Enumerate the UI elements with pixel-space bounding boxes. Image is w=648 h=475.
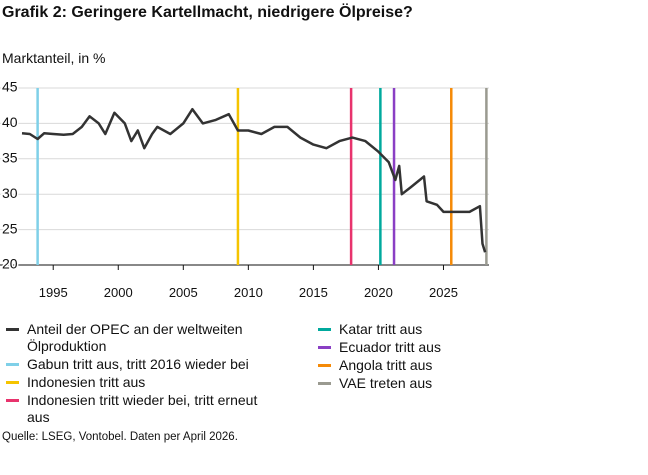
legend-swatch xyxy=(318,328,331,331)
y-tick-label: 20 xyxy=(2,256,18,272)
x-tick-label: 2010 xyxy=(234,285,263,300)
legend-label: Anteil der OPEC an der weltweiten Ölprod… xyxy=(27,321,243,354)
legend-swatch xyxy=(6,381,19,384)
x-tick-label: 2015 xyxy=(299,285,328,300)
legend-item: Anteil der OPEC an der weltweiten Ölprod… xyxy=(6,321,286,355)
x-tick-label: 1995 xyxy=(39,285,68,300)
legend-swatch xyxy=(6,363,19,366)
legend-swatch xyxy=(318,364,331,367)
data-line xyxy=(21,107,487,253)
source-note: Quelle: LSEG, Vontobel. Daten per April … xyxy=(2,431,238,443)
legend-swatch xyxy=(318,382,331,385)
legend-label: Angola tritt aus xyxy=(339,357,433,373)
legend-item: VAE treten aus xyxy=(318,375,618,392)
y-tick-label: 30 xyxy=(2,185,18,201)
legend-swatch xyxy=(318,346,331,349)
y-tick-label: 35 xyxy=(2,150,18,166)
legend-label: Ecuador tritt aus xyxy=(339,339,441,355)
legend-item: Angola tritt aus xyxy=(318,357,618,374)
y-tick-label: 40 xyxy=(2,114,18,130)
legend-item: Gabun tritt aus, tritt 2016 wieder bei xyxy=(6,356,286,373)
legend-label: VAE treten aus xyxy=(339,375,433,391)
legend-item: Katar tritt aus xyxy=(318,321,618,338)
y-tick-label: 25 xyxy=(2,220,18,236)
legend-swatch xyxy=(6,399,19,402)
legend-label: Indonesien tritt aus xyxy=(27,374,146,390)
x-tick-label: 2000 xyxy=(104,285,133,300)
x-tick-label: 2020 xyxy=(364,285,393,300)
chart-title: Grafik 2: Geringere Kartellmacht, niedri… xyxy=(2,4,413,21)
legend-swatch xyxy=(6,328,19,331)
x-tick-label: 2025 xyxy=(429,285,458,300)
legend-label: Katar tritt aus xyxy=(339,321,423,337)
y-tick-label: 45 xyxy=(2,79,18,95)
legend-item: Indonesien tritt wieder bei, tritt erneu… xyxy=(6,392,286,426)
legend-item: Indonesien tritt aus xyxy=(6,374,286,391)
legend-item: Ecuador tritt aus xyxy=(318,339,618,356)
x-tick-label: 2005 xyxy=(169,285,198,300)
legend-label: Indonesien tritt wieder bei, tritt erneu… xyxy=(27,392,258,425)
legend-label: Gabun tritt aus, tritt 2016 wieder bei xyxy=(27,356,249,372)
y-axis-label: Marktanteil, in % xyxy=(2,50,106,66)
